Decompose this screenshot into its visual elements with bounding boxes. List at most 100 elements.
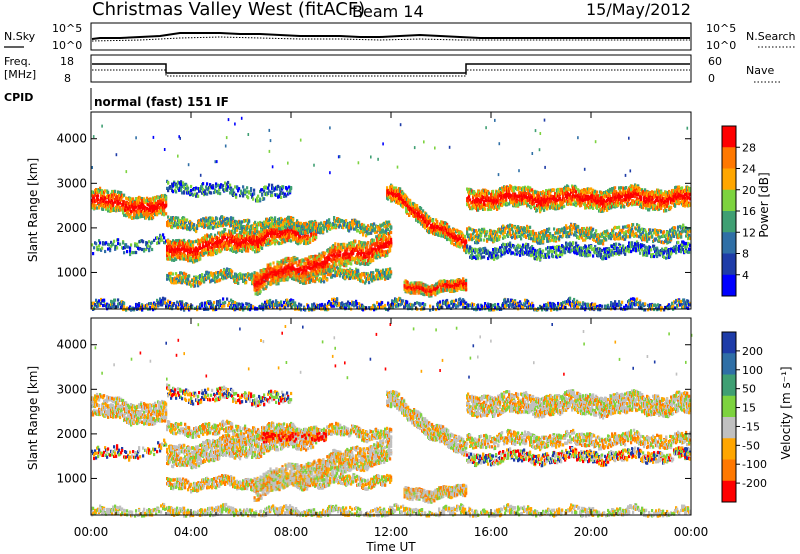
power-echo-cell <box>113 240 115 243</box>
power-echo-cell <box>117 200 119 203</box>
power-echo-cell <box>148 240 150 243</box>
power-echo-cell <box>156 236 158 239</box>
freq-label-1: Freq. <box>4 55 31 68</box>
power-echo-cell <box>237 239 239 242</box>
power-echo-cell <box>226 217 228 220</box>
power-echo-cell <box>191 279 193 282</box>
power-echo-cell <box>374 229 376 232</box>
power-echo-cell <box>199 246 201 249</box>
power-echo-cell <box>230 224 232 227</box>
power-echo-cell <box>274 236 276 239</box>
nave-tick-bottom: 0 <box>708 72 715 85</box>
power-echo-cell <box>176 184 178 187</box>
power-echo-cell <box>296 264 298 267</box>
power-echo-cell <box>272 218 274 221</box>
power-echo-cell <box>338 260 340 263</box>
power-echo-cell <box>199 274 201 277</box>
power-echo-cell <box>250 277 252 280</box>
power-echo-cell <box>224 228 226 231</box>
power-echo-cell <box>246 186 248 189</box>
power-echo-cell <box>370 223 372 226</box>
power-echo-cell <box>212 186 214 189</box>
power-echo-cell <box>132 251 134 254</box>
power-echo-cell <box>203 252 205 255</box>
power-echo-cell <box>349 277 351 280</box>
power-echo-cell <box>271 222 273 225</box>
power-echo-cell <box>306 278 308 281</box>
power-echo-cell <box>178 221 180 224</box>
power-echo-cell <box>404 198 406 201</box>
power-echo-cell <box>268 183 270 186</box>
power-echo-cell <box>294 258 296 261</box>
power-echo-cell <box>339 251 341 254</box>
power-echo-cell <box>127 245 129 248</box>
power-echo-cell <box>219 192 221 195</box>
power-echo-cell <box>352 271 354 274</box>
power-echo-cell <box>97 248 99 251</box>
power-echo-cell <box>344 260 346 263</box>
power-echo-cell <box>247 249 249 252</box>
power-echo-cell <box>279 278 281 281</box>
power-echo-cell <box>267 187 269 190</box>
power-echo-cell <box>170 272 172 275</box>
power-echo-cell <box>268 190 270 193</box>
power-echo-cell <box>256 226 258 229</box>
power-echo-cell <box>162 233 164 236</box>
power-echo-cell <box>189 257 191 260</box>
power-echo-cell <box>371 243 373 246</box>
power-echo-cell <box>129 250 131 253</box>
power-echo-cell <box>322 230 324 233</box>
power-echo-cell <box>381 250 383 253</box>
power-echo-cell <box>151 241 153 244</box>
power-echo-cell <box>357 270 359 273</box>
power-echo-cell <box>389 267 391 270</box>
power-echo-cell <box>99 241 101 244</box>
power-echo-cell <box>390 270 392 273</box>
power-echo-cell <box>327 273 329 276</box>
power-echo-cell <box>114 190 116 193</box>
power-echo-cell <box>360 276 362 279</box>
power-echo-cell <box>332 274 334 277</box>
power-echo-cell <box>402 204 404 207</box>
power-echo-cell <box>250 189 252 192</box>
power-echo-cell <box>253 192 255 195</box>
freq-tick-top: 18 <box>60 55 74 68</box>
power-echo-cell <box>329 228 331 231</box>
nsky-tick-bottom: 10^0 <box>52 39 82 52</box>
power-echo-cell <box>282 185 284 188</box>
power-echo-cell <box>321 265 323 268</box>
power-echo-cell <box>288 186 290 189</box>
power-echo-cell <box>253 189 255 192</box>
power-echo-cell <box>367 241 369 244</box>
power-echo-cell <box>232 217 234 220</box>
power-echo-cell <box>219 278 221 281</box>
power-echo-cell <box>372 271 374 274</box>
power-echo-cell <box>387 228 389 231</box>
power-echo-cell <box>171 259 173 262</box>
power-echo-cell <box>375 248 377 251</box>
power-echo-cell <box>232 275 234 278</box>
power-echo-cell <box>313 223 315 226</box>
power-echo-cell <box>242 247 244 250</box>
power-echo-cell <box>257 273 259 276</box>
power-echo-cell <box>368 281 370 284</box>
power-echo-cell <box>192 194 194 197</box>
power-echo-cell <box>204 192 206 195</box>
power-echo-cell <box>305 281 307 284</box>
power-echo-cell <box>172 190 174 193</box>
power-echo-cell <box>284 218 286 221</box>
power-echo-cell <box>196 259 198 262</box>
date-label: 15/May/2012 <box>586 0 691 19</box>
power-echo-cell <box>178 245 180 248</box>
power-echo-cell <box>165 212 167 215</box>
power-echo-cell <box>92 252 94 255</box>
power-echo-cell <box>391 185 393 188</box>
power-echo-cell <box>299 234 301 237</box>
power-echo-cell <box>271 241 273 244</box>
power-echo-cell <box>261 247 263 250</box>
power-echo-cell <box>165 196 167 199</box>
power-echo-cell <box>248 225 250 228</box>
power-echo-cell <box>252 248 254 251</box>
power-echo-cell <box>334 242 336 245</box>
power-echo-cell <box>260 290 262 293</box>
